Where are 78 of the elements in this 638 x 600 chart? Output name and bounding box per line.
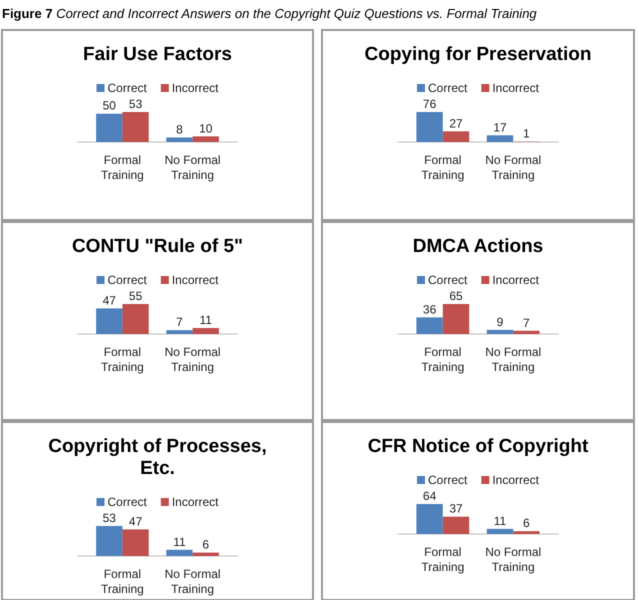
bar <box>192 552 219 556</box>
data-label: 9 <box>496 314 504 329</box>
bar <box>122 529 149 556</box>
chart-title: CONTU "Rule of 5" <box>72 236 244 257</box>
caption: Figure 7 Correct and Incorrect Answers on the Copyright Quiz Questions vs. Formal Training <box>2 6 538 21</box>
x-tick-label: Formal Training <box>421 545 464 574</box>
data-label: 64 <box>422 489 437 503</box>
data-label: 76 <box>422 97 437 111</box>
bar <box>96 526 122 556</box>
data-label: 55 <box>128 289 143 303</box>
data-label: 6 <box>523 516 530 530</box>
legend-label: Incorrect <box>492 81 540 95</box>
data-label: 37 <box>449 502 463 516</box>
legend-label: Correct <box>107 495 148 509</box>
legend-label: Incorrect <box>172 273 220 287</box>
data-label: 11 <box>173 534 186 549</box>
x-tick-label: Formal Training <box>421 153 464 182</box>
data-label: 6 <box>202 538 210 552</box>
x-tick-label: No Formal Training <box>485 345 542 374</box>
chart-title: DMCA Actions <box>412 236 544 257</box>
bar <box>416 112 443 142</box>
data-label: 47 <box>102 293 116 308</box>
data-label: 53 <box>102 511 116 525</box>
bar <box>513 330 540 334</box>
bar <box>442 516 470 534</box>
legend-label: Correct <box>107 81 148 95</box>
bar <box>166 137 193 142</box>
legend-label: Incorrect <box>492 273 540 287</box>
bar <box>486 528 514 534</box>
legend-label: Incorrect <box>172 495 220 509</box>
x-tick-label: Formal Training <box>100 345 144 374</box>
chart-title: Copyright of Processes, Etc. <box>48 436 267 479</box>
x-tick-label: Formal Training <box>421 345 464 374</box>
bar <box>486 135 514 142</box>
legend-label: Correct <box>428 273 468 287</box>
data-label: 27 <box>449 116 463 130</box>
data-label: 7 <box>176 315 184 330</box>
x-tick-label: Formal Training <box>100 153 144 182</box>
bar <box>442 131 470 142</box>
data-label: 11 <box>200 313 212 327</box>
bar <box>416 317 443 334</box>
x-tick-label: No Formal Training <box>164 153 221 182</box>
data-label: 47 <box>128 514 143 528</box>
data-label: 65 <box>449 289 463 303</box>
chart-title: Fair Use Factors <box>83 44 232 65</box>
data-label: 10 <box>199 121 213 136</box>
bar <box>486 330 514 334</box>
data-label: 7 <box>523 316 530 330</box>
legend-label: Correct <box>428 473 468 487</box>
x-tick-label: No Formal Training <box>164 567 221 596</box>
bar <box>122 112 149 142</box>
data-label: 11 <box>494 514 507 528</box>
data-label: 36 <box>422 302 437 316</box>
data-label: 17 <box>493 120 507 134</box>
bar <box>192 328 219 334</box>
bar <box>416 504 443 534</box>
chart-title: CFR Notice of Copyright <box>368 436 589 457</box>
legend-label: Incorrect <box>172 81 220 95</box>
bar <box>166 330 193 334</box>
bar <box>442 304 470 334</box>
bar <box>166 550 193 556</box>
data-label: 1 <box>523 126 530 141</box>
legend-label: Correct <box>428 81 468 95</box>
bar <box>122 304 149 334</box>
legend-label: Incorrect <box>492 473 540 487</box>
x-tick-label: No Formal Training <box>485 545 542 574</box>
x-tick-label: No Formal Training <box>485 153 542 182</box>
legend-label: Correct <box>107 273 148 287</box>
x-tick-label: No Formal Training <box>164 345 221 374</box>
bar <box>513 531 540 534</box>
x-tick-label: Formal Training <box>100 567 144 596</box>
bar <box>96 308 122 334</box>
bar <box>192 136 219 142</box>
data-label: 8 <box>176 122 184 136</box>
bar <box>96 114 122 142</box>
data-label: 53 <box>128 97 143 111</box>
data-label: 50 <box>102 98 116 113</box>
chart-title: Copying for Preservation <box>364 44 592 65</box>
